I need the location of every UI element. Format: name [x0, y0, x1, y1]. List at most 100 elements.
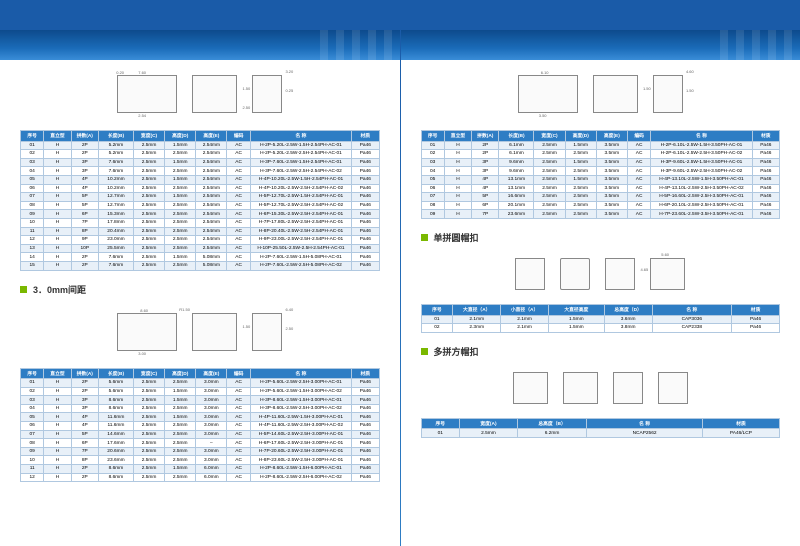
- cell: 13.1mm: [499, 184, 534, 193]
- cell: H: [44, 439, 71, 448]
- col-header: 长度(B): [98, 368, 133, 379]
- table-row: 02H2P5.2mm2.5mm2.5mm2.54mmACH-2P-5.20L-2…: [21, 150, 380, 159]
- cell: H: [44, 184, 71, 193]
- cell: 01: [21, 379, 44, 388]
- cell: 02: [21, 150, 44, 159]
- cell: 6P: [71, 439, 98, 448]
- section-title-text: 多拼方帽扣: [434, 345, 479, 358]
- cell: 5P: [71, 201, 98, 210]
- cell: 5.6mm: [98, 379, 133, 388]
- cell: Pa46: [352, 184, 379, 193]
- drawing-area-30: 8.60 3.00 1.50 R1.50 6.40 2.50: [20, 301, 380, 363]
- cell: 2.5mm: [133, 158, 164, 167]
- cell: AC: [227, 175, 250, 184]
- cell: 2.54mm: [196, 158, 227, 167]
- cell: Pa46: [352, 227, 379, 236]
- table-row: 11H2P8.6mm2.5mm1.5mm6.0mmACH-2P-8.60L-2.…: [21, 465, 380, 474]
- cell: 2.5mm: [565, 167, 596, 176]
- cell: 17.8mm: [98, 218, 133, 227]
- cell: H-3P-7.60L-2.5W-1.5H-2.54PH-AC-01: [250, 158, 351, 167]
- cell: 17.6mm: [98, 439, 133, 448]
- cell: 4P: [71, 184, 98, 193]
- table-row: 06H4P13.1mm2.5mm2.5mm3.5mmACH-4P-13.10L-…: [421, 184, 780, 193]
- cell: AC: [227, 150, 250, 159]
- col-header: 直立型: [44, 131, 71, 142]
- cell: 11: [21, 465, 44, 474]
- cell: 1.5mm: [565, 158, 596, 167]
- cell: 2.5mm: [165, 236, 196, 245]
- cell: H: [44, 158, 71, 167]
- cell: 1.5mm: [165, 175, 196, 184]
- dim-label: 2.54: [138, 113, 146, 118]
- cell: Pa46: [752, 201, 779, 210]
- cell: H-7P-20.60L-2.5W-2.5H-3.00PH-AC-01: [250, 447, 351, 456]
- cell: H: [444, 167, 471, 176]
- section-title-30: 3．0mm间距: [20, 283, 380, 296]
- banner-left: [0, 30, 400, 60]
- thead-254: 序号直立型拼数(A)长度(B)宽度(C)高度(D)高度(E)编码名 称材质: [21, 131, 380, 142]
- cell: 2.5mm: [460, 429, 518, 438]
- cell: 5.2mm: [98, 150, 133, 159]
- table-cap-round: 序号大直径（A）小直径（A）大直径高度总高度（D）名 称材质 012.1mm2.…: [421, 304, 781, 333]
- cell: H-7P-23.60L-2.5W-3.5H-3.50PH-AC-01: [651, 210, 752, 219]
- cell: Pa46: [352, 253, 379, 262]
- cell: 8.6mm: [98, 404, 133, 413]
- table-cap-square: 序号宽度(A)总高度（B）名 称材质 012.5mm6.2mmNCAP2562P…: [421, 418, 781, 438]
- cell: 2.5mm: [165, 379, 196, 388]
- thead-30: 序号直立型拼数(A)长度(B)宽度(C)高度(D)高度(E)编码名 称材质: [21, 368, 380, 379]
- cell: 15: [21, 261, 44, 270]
- cell: 3.6mm: [604, 315, 652, 324]
- col-header: 宽度(C): [534, 131, 565, 142]
- cell: 7P: [71, 218, 98, 227]
- drawing-cap-front: [515, 258, 545, 290]
- col-header: 大直径高度: [548, 304, 604, 315]
- table-row: 07H5P14.6mm2.5mm2.5mm3.0mmACH-5P-14.60L-…: [21, 430, 380, 439]
- cell: 10.2mm: [98, 175, 133, 184]
- cell: 2P: [71, 141, 98, 150]
- cell: 13.1mm: [499, 175, 534, 184]
- dim-label: 2.50: [242, 105, 250, 110]
- cell: H-4P-11.60L-2.5W-2.5H-3.00PH-AC-02: [250, 422, 351, 431]
- section-254: 2．54mm间距 7.60 2.54 0.20 1.50 2.50 3.20 0…: [20, 45, 380, 271]
- drawing-capf-front: [513, 372, 548, 404]
- col-header: 编码: [227, 131, 250, 142]
- drawing-cap-side: 4.65: [605, 258, 635, 290]
- cell: 5.08mm: [196, 261, 227, 270]
- cell: 3.0mm: [196, 456, 227, 465]
- cell: Pa46: [752, 150, 779, 159]
- cell: AC: [227, 218, 250, 227]
- cell: 14.6mm: [98, 430, 133, 439]
- cell: 12.7mm: [98, 201, 133, 210]
- cell: 2.5mm: [165, 201, 196, 210]
- cell: 08: [21, 201, 44, 210]
- cell: 2.5mm: [165, 456, 196, 465]
- cell: 1.5mm: [165, 396, 196, 405]
- cell: 08: [421, 201, 444, 210]
- tbody-254: 01H2P5.2mm2.5mm1.5mm2.54mmACH-2P-5.20L-2…: [21, 141, 380, 270]
- cell: 9.6mm: [499, 158, 534, 167]
- cell: 10: [21, 456, 44, 465]
- cell: 2.5mm: [165, 210, 196, 219]
- cell: H: [444, 210, 471, 219]
- cell: 1.5mm: [548, 315, 604, 324]
- cell: H-3P-9.60L-2.5W-2.5H-3.50PH-AC-02: [651, 167, 752, 176]
- cell: 14: [21, 253, 44, 262]
- cell: 2.5mm: [165, 167, 196, 176]
- cell: H-3P-7.60L-2.5W-2.5H-2.54PH-AC-02: [250, 167, 351, 176]
- dim-label: 4.65: [640, 267, 648, 272]
- drawing-side-view: 1.50: [593, 75, 638, 113]
- cell: 2.5mm: [133, 141, 164, 150]
- cell: 2.5mm: [565, 150, 596, 159]
- cell: 2.5mm: [165, 430, 196, 439]
- cell: 05: [21, 175, 44, 184]
- col-header: 高度(D): [565, 131, 596, 142]
- col-header: 宽度(C): [133, 368, 164, 379]
- tbody-35: 01H2P6.1mm2.5mm1.5mm3.5mmACH-2P-6.10L-2.…: [421, 141, 780, 218]
- cell: 2.54mm: [196, 244, 227, 253]
- cell: Pa46: [352, 387, 379, 396]
- col-header: 名 称: [250, 368, 351, 379]
- cell: 8.6mm: [98, 473, 133, 482]
- table-row: 10H8P23.6mm2.5mm2.5mm3.0mmACH-8P-23.60L-…: [21, 456, 380, 465]
- cell: 2.54mm: [196, 210, 227, 219]
- cell: 2.54mm: [196, 227, 227, 236]
